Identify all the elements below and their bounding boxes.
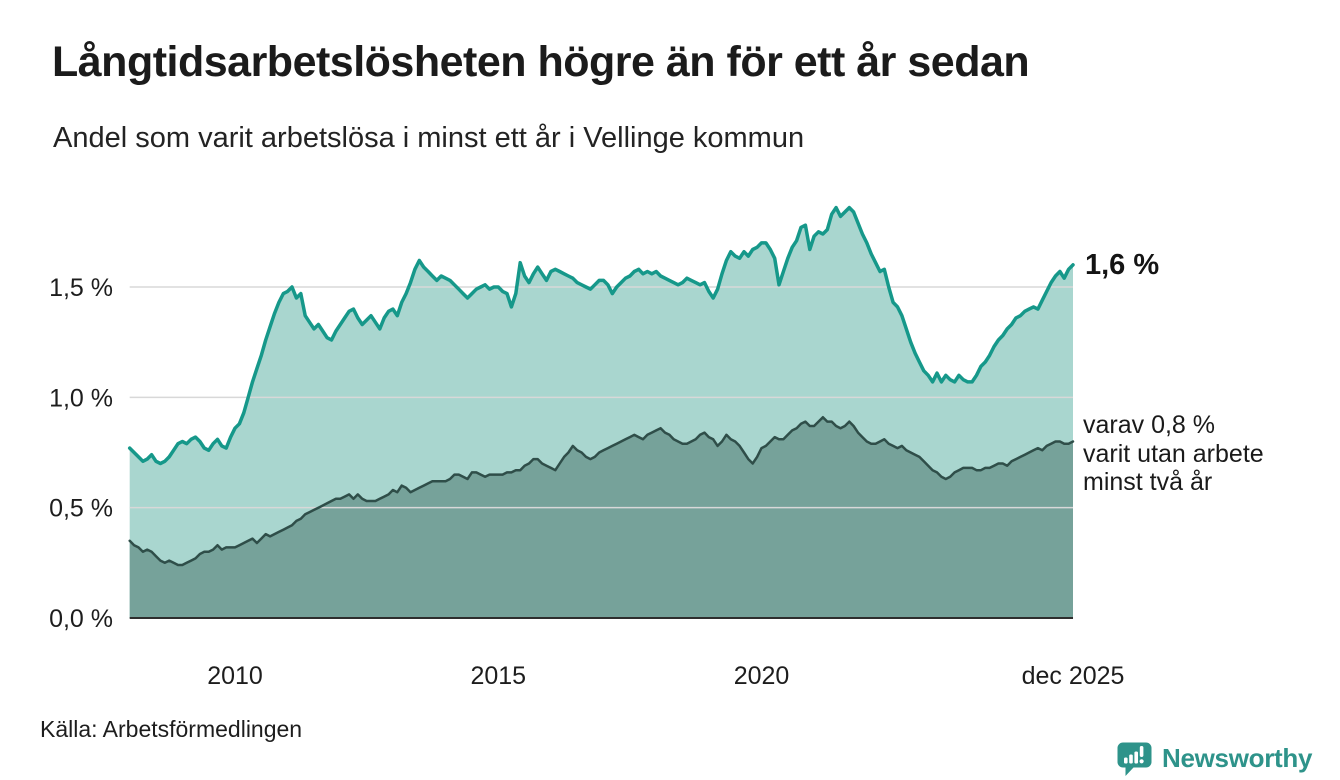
y-tick-label: 1,0 % bbox=[49, 384, 113, 412]
line-two-year bbox=[128, 415, 1075, 567]
area-fill-two-year bbox=[129, 417, 1073, 618]
y-tick-label: 0,5 % bbox=[49, 495, 113, 523]
x-tick-label: 2010 bbox=[207, 662, 263, 690]
gridlines bbox=[129, 286, 1074, 509]
page-title: Långtidsarbetslösheten högre än för ett … bbox=[52, 38, 1030, 86]
newsworthy-logo: Newsworthy bbox=[1116, 740, 1312, 777]
y-tick-labels: 0,0 % 0,5 % 1,0 % 1,5 % bbox=[49, 274, 113, 633]
line-total bbox=[127, 205, 1075, 466]
chart-subtitle: Andel som varit arbetslösa i minst ett å… bbox=[53, 122, 805, 154]
end-label-total: 1,6 % bbox=[1085, 249, 1160, 281]
x-tick-label: 2015 bbox=[470, 662, 526, 690]
newsworthy-wordmark: Newsworthy bbox=[1162, 743, 1313, 773]
x-tick-label: dec 2025 bbox=[1022, 662, 1125, 690]
y-tick-label: 1,5 % bbox=[49, 274, 113, 302]
source-caption: Källa: Arbetsförmedlingen bbox=[40, 716, 303, 742]
logo-bar-chart-glyph bbox=[1124, 746, 1144, 764]
end-label-two-year-line1: varav 0,8 % bbox=[1083, 411, 1216, 439]
x-tick-labels: 2010 2015 2020 dec 2025 bbox=[207, 662, 1124, 690]
end-label-two-year: varav 0,8 % varit utan arbete minst två … bbox=[1083, 411, 1323, 497]
end-label-two-year-line3: minst två år bbox=[1083, 468, 1213, 496]
x-tick-label: 2020 bbox=[734, 662, 790, 690]
y-tick-label: 0,0 % bbox=[49, 605, 113, 633]
newsworthy-chart-bubble-icon bbox=[1117, 742, 1152, 776]
end-label-two-year-line2: varit utan arbete bbox=[1083, 439, 1264, 468]
